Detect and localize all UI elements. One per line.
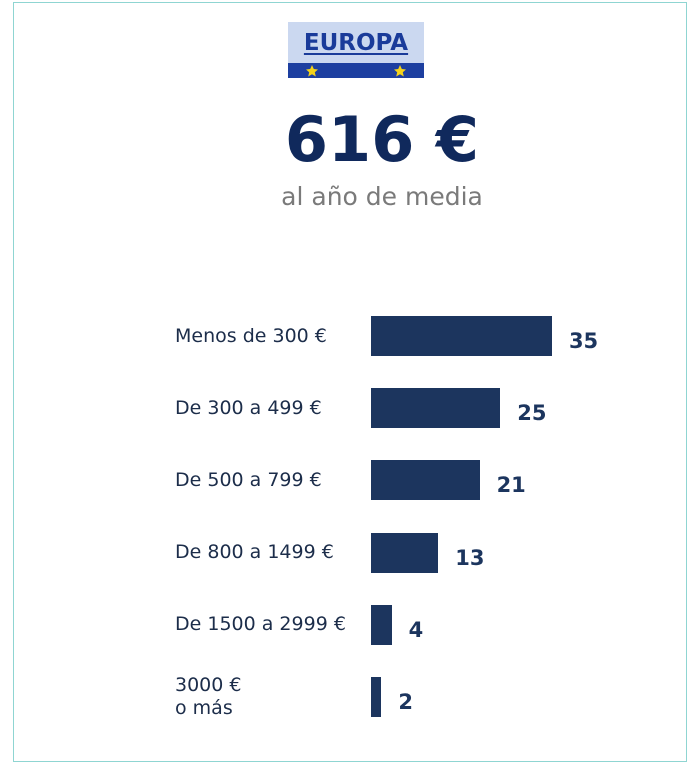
bar <box>371 532 439 573</box>
value-label: 13 <box>455 545 485 570</box>
category-label: De 500 a 799 € <box>175 468 322 491</box>
badge-text: EUROPA <box>303 30 409 56</box>
category-label: Menos de 300 € <box>175 324 327 347</box>
value-label: 2 <box>398 690 413 714</box>
category-label: De 800 a 1499 € <box>175 541 334 564</box>
value-label: 35 <box>568 329 599 353</box>
value-label: 4 <box>408 617 424 642</box>
bar <box>371 316 552 356</box>
badge-band <box>288 63 424 78</box>
star <box>306 65 318 77</box>
bar <box>371 460 480 501</box>
category-label: De 300 a 499 € <box>175 396 322 419</box>
star <box>394 65 406 77</box>
bar <box>371 604 392 645</box>
subtitle: al año de media <box>281 182 483 211</box>
value-label: 21 <box>496 473 526 498</box>
bar <box>371 677 382 717</box>
category-label: 3000 € o más <box>175 674 242 719</box>
category-label: De 1500 a 2999 € <box>175 613 346 636</box>
badge: EUROPA <box>288 22 424 78</box>
badge-background <box>288 22 424 63</box>
headline: 616 € <box>284 103 480 176</box>
value-label: 25 <box>517 401 547 426</box>
stars <box>306 65 406 77</box>
bar <box>371 388 501 429</box>
